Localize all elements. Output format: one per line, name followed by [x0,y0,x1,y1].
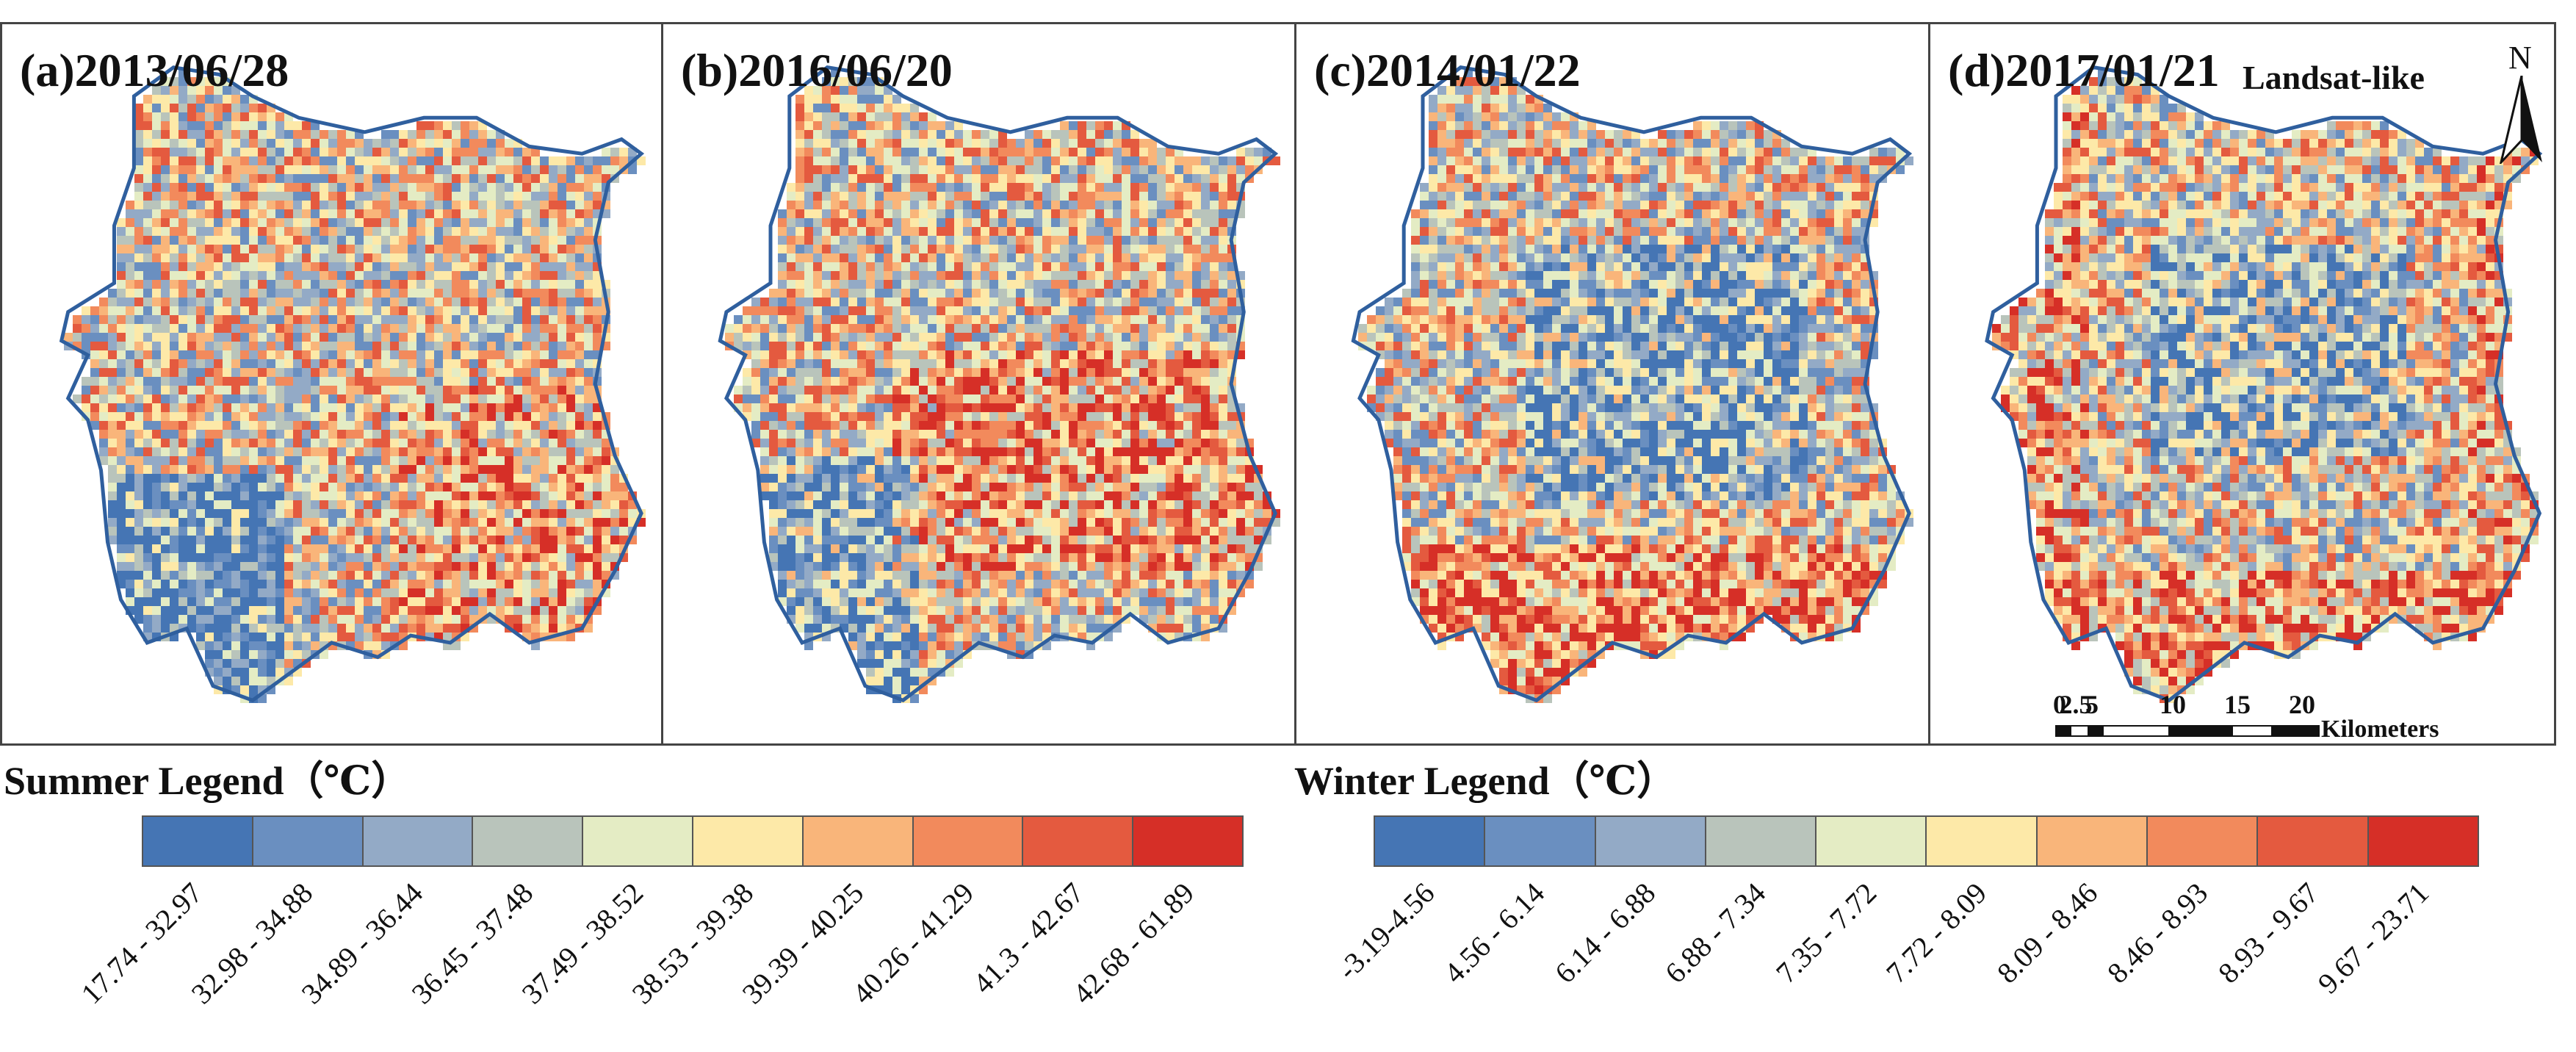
legend-label: 7.35 - 7.72 [1769,876,1883,990]
map-panel-c: (c)2014/01/22 [1296,24,1930,743]
scale-bar-graphic [2055,725,2320,737]
summer-legend-bar [142,815,1244,867]
scale-tick-label: 2.5 [2059,690,2093,719]
legend-swatch [1927,817,2038,865]
legend-swatch [583,817,693,865]
lst-map-d [1985,65,2543,703]
region-boundary [718,65,1279,703]
scale-tick-label: 20 [2289,690,2315,719]
lst-cells [1992,68,2539,703]
lst-map-b [718,65,1280,703]
winter-legend-bar [1374,815,2479,867]
scale-tick-label: 15 [2224,690,2251,719]
panel-title-a: (a)2013/06/28 [20,44,289,96]
legend-swatch [1023,817,1134,865]
panel-title-c: (c)2014/01/22 [1314,44,1581,96]
legend-label: -3.19-4.56 [1330,876,1441,987]
scale-bar: 0 2.5 5 10 15 20 Kilometers [2053,689,2555,748]
lst-cells [64,68,646,703]
panel-title-d: (d)2017/01/21 [1948,44,2220,96]
legend-label: 6.88 - 7.34 [1659,876,1772,990]
lst-map-a [59,65,646,703]
map-panels: (a)2013/06/28 (b)2016/06/20 (c)2014/01/2… [0,22,2556,746]
north-arrow: N [2500,39,2544,164]
map-panel-b: (b)2016/06/20 [663,24,1296,743]
legend-swatch [2148,817,2259,865]
legend-swatch [2037,817,2149,865]
legend-swatch [473,817,584,865]
region-boundary [1985,65,2543,703]
lst-map-c [1351,65,1913,703]
region-boundary [59,65,645,703]
legend-swatch [1133,817,1242,865]
legend-swatch [1595,817,1706,865]
map-panel-d: (d)2017/01/21 Landsat-like N 0 2.5 5 10 15 20… [1930,24,2558,743]
legend-swatch [143,817,253,865]
legend-label: 8.93 - 9.67 [2211,876,2326,990]
region-boundary [1351,65,1913,703]
legend-label: 6.14 - 6.88 [1548,876,1662,990]
legend-swatch [1816,817,1927,865]
legend-swatch [1485,817,1596,865]
panel-title-b: (b)2016/06/20 [681,44,953,96]
legend-label: 8.09 - 8.46 [1990,876,2104,990]
source-label: Landsat-like [2243,59,2425,96]
lst-cells [725,68,1280,703]
legend-label: 9.67 - 23.71 [2312,876,2436,1001]
scale-unit: Kilometers [2321,716,2439,743]
north-arrow-icon [2500,76,2542,164]
legend-swatch [253,817,364,865]
legend-swatch [803,817,914,865]
legend-swatch [1375,817,1486,865]
legend-label: 7.72 - 8.09 [1880,876,1994,990]
legend-swatch [2258,817,2369,865]
summer-legend-title: Summer Legend（℃） [4,759,411,803]
scale-tick-label: 10 [2160,690,2186,719]
legend-swatch [1706,817,1817,865]
winter-legend-title: Winter Legend（℃） [1294,759,1677,803]
scale-tick-label: 5 [2085,690,2099,719]
map-panel-a: (a)2013/06/28 [2,24,663,743]
legend-swatch [2368,817,2478,865]
legend-swatch [913,817,1024,865]
legend-label: 8.46 - 8.93 [2101,876,2215,990]
legend-swatch [693,817,804,865]
legend-swatch [363,817,474,865]
legend-label: 4.56 - 6.14 [1437,876,1551,990]
north-letter: N [2508,40,2532,76]
scale-tick-label: 0 [2053,690,2066,719]
lst-cells [1358,68,1913,703]
